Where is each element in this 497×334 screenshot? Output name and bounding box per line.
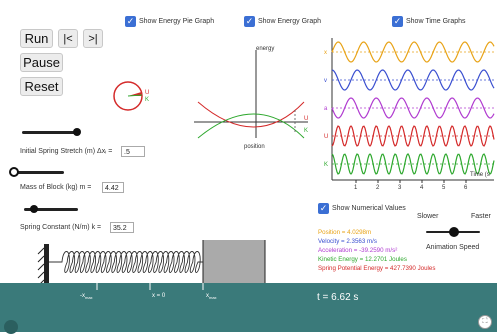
time-graph-curve-v [331, 69, 495, 91]
xmax-pos-label: xmax [206, 293, 217, 300]
pie-k-line [127, 94, 143, 97]
time-readout: t = 6.62 s [317, 292, 359, 303]
time-graph-curve-a [331, 97, 495, 119]
position-axis-label: position [244, 144, 265, 150]
x-zero-label: x = 0 [152, 293, 166, 299]
time-graph-row-label: K [324, 162, 328, 168]
pie-k-label: K [145, 97, 149, 103]
time-graph-curve-x [331, 41, 495, 63]
check-icon: ✓ [318, 203, 329, 214]
check-icon: ✓ [244, 16, 255, 27]
kinetic-readout: Kinetic Energy = 12.2701 Joules [318, 256, 407, 263]
energy-axis-label: energy [256, 46, 274, 52]
k-slider-track[interactable] [24, 208, 78, 211]
time-tick-label: 4 [420, 185, 424, 191]
time-graph-row-label: a [324, 106, 328, 112]
reset-button[interactable]: Reset [20, 77, 63, 96]
stretch-input[interactable]: .5 [121, 146, 145, 157]
time-graphs-label: Show Time Graphs [406, 18, 466, 25]
step-back-button[interactable]: |< [58, 29, 78, 48]
time-graph-row-label: x [324, 50, 327, 56]
time-axis-label: Time (s [470, 172, 490, 178]
wall [44, 244, 49, 286]
energy-graph-checkbox[interactable]: ✓ Show Energy Graph [244, 16, 321, 27]
kinetic-curve [197, 113, 305, 139]
run-button[interactable]: Run [20, 29, 53, 48]
speed-faster-label: Faster [471, 213, 491, 220]
stretch-slider-track[interactable] [22, 131, 80, 134]
settings-icon[interactable] [4, 320, 18, 334]
numerical-values-checkbox[interactable]: ✓ Show Numerical Values [318, 203, 406, 214]
k-slider-thumb[interactable] [30, 205, 38, 213]
stretch-slider-thumb[interactable] [73, 128, 81, 136]
speed-label: Animation Speed [426, 244, 480, 251]
time-tick-label: 6 [464, 185, 468, 191]
time-graph-row-label: v [324, 78, 327, 84]
energy-k-label: K [304, 128, 308, 134]
position-markers: -xmax x = 0 xmax [80, 283, 217, 300]
stretch-label: Initial Spring Stretch (m) Δxᵢ = [20, 148, 113, 155]
mass-slider-thumb[interactable] [9, 167, 19, 177]
spring-coil [49, 251, 203, 273]
ground [0, 283, 497, 332]
time-graph-curve-K [331, 153, 495, 175]
potential-readout: Spring Potential Energy = 427.7390 Joule… [318, 265, 436, 272]
check-icon: ✓ [392, 16, 403, 27]
time-tick-label: 3 [398, 185, 402, 191]
energy-pie-chart: U K [113, 81, 149, 111]
fullscreen-icon[interactable]: ⛶ [478, 315, 492, 329]
time-graphs: x v a U K 1 2 3 4 5 6 Time (s [324, 38, 495, 191]
pie-u-label: U [145, 90, 149, 96]
potential-curve [197, 101, 305, 128]
spring-mass-scene [37, 240, 266, 286]
time-graphs-checkbox[interactable]: ✓ Show Time Graphs [392, 16, 466, 27]
xmax-neg-label: -xmax [80, 293, 93, 300]
speed-slider-thumb[interactable] [449, 227, 459, 237]
speed-slower-label: Slower [417, 213, 439, 220]
mass-slider-track[interactable] [10, 171, 64, 174]
velocity-readout: Velocity = 2.3563 m/s [318, 238, 377, 245]
pause-button[interactable]: Pause [20, 53, 63, 72]
step-forward-button[interactable]: >| [83, 29, 103, 48]
energy-graph-label: Show Energy Graph [258, 18, 322, 25]
energy-pie-checkbox[interactable]: ✓ Show Energy Pie Graph [125, 16, 214, 27]
k-input[interactable]: 35.2 [110, 222, 134, 233]
position-readout: Position = 4.0298m [318, 229, 372, 236]
numerical-values-label: Show Numerical Values [332, 205, 406, 212]
acceleration-readout: Acceleration = -39.2590 m/s² [318, 247, 398, 254]
time-tick-label: 2 [376, 185, 380, 191]
time-tick-label: 5 [442, 185, 446, 191]
time-graph-curve-U [331, 125, 495, 147]
time-tick-label: 1 [354, 185, 358, 191]
time-graph-row-label: U [324, 134, 328, 140]
mass-label: Mass of Block (kg) m = [20, 184, 92, 191]
energy-graph: energy U K position [194, 46, 308, 150]
k-label: Spring Constant (N/m) k = [20, 224, 102, 231]
energy-u-label: U [304, 116, 308, 122]
block [202, 240, 266, 286]
energy-pie-label: Show Energy Pie Graph [139, 18, 215, 25]
check-icon: ✓ [125, 16, 136, 27]
wall-hatching [37, 247, 45, 286]
mass-input[interactable]: 4.42 [102, 182, 124, 193]
